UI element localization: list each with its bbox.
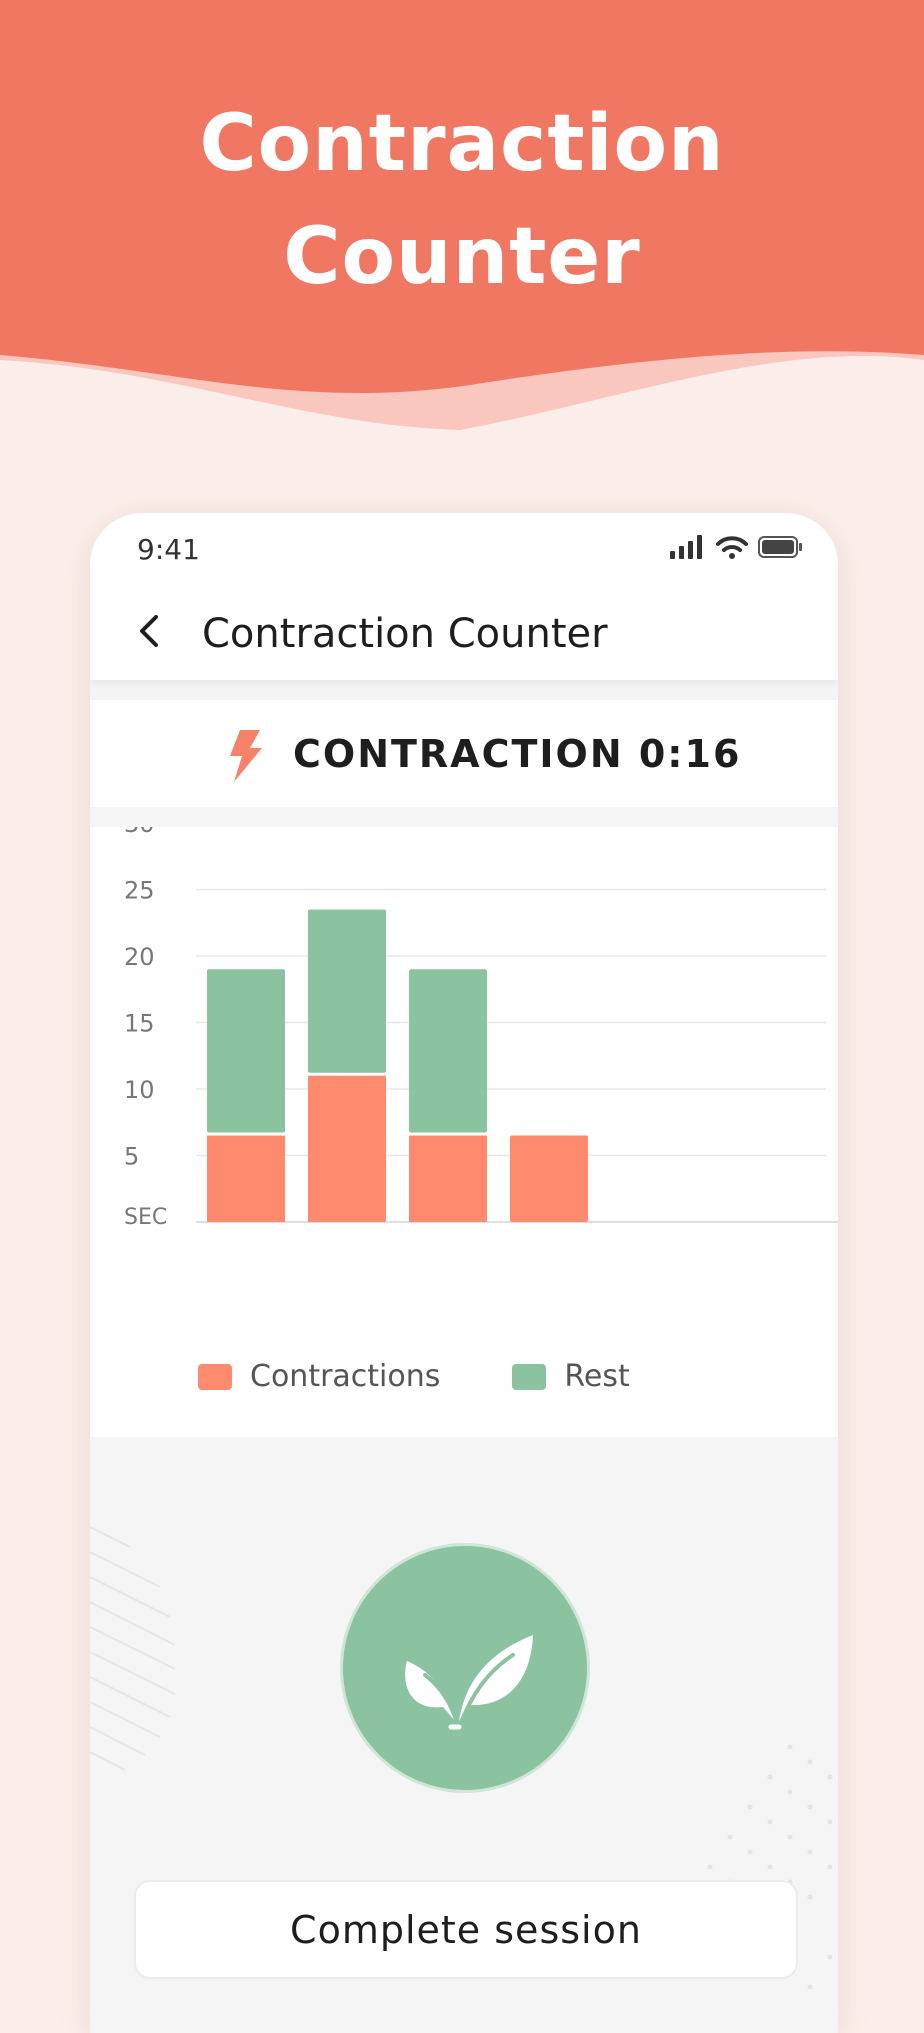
status-time: 9:41 bbox=[137, 533, 200, 566]
hero-title: Contraction Counter bbox=[0, 88, 924, 314]
bar-rest bbox=[308, 909, 386, 1073]
y-axis-label: SEC bbox=[124, 1205, 167, 1230]
wifi-icon bbox=[716, 536, 748, 559]
legend-swatch-rest bbox=[512, 1363, 547, 1390]
legend-swatch-contractions bbox=[198, 1363, 232, 1390]
complete-session-button[interactable]: Complete session bbox=[134, 1880, 798, 1979]
hero-banner: Contraction Counter bbox=[0, 0, 924, 460]
contraction-chart: 5 10 15 20 25 30 SEC bbox=[124, 827, 838, 1230]
status-icons bbox=[670, 535, 804, 559]
session-area bbox=[90, 1437, 838, 2033]
battery-icon bbox=[758, 536, 802, 558]
hero-title-line2: Counter bbox=[283, 212, 641, 302]
leaf-badge bbox=[340, 1543, 590, 1793]
chart-legend: Contractions Rest bbox=[198, 1359, 702, 1394]
bar-rest bbox=[207, 969, 285, 1133]
y-tick-label: 5 bbox=[124, 1143, 139, 1171]
bar-contractions bbox=[510, 1135, 588, 1222]
leaf-icon bbox=[405, 1635, 533, 1730]
signal-icon bbox=[670, 535, 702, 559]
contraction-timer: CONTRACTION 0:16 bbox=[293, 732, 742, 776]
chevron-left-icon[interactable] bbox=[128, 609, 172, 653]
page-title: Contraction Counter bbox=[202, 611, 608, 657]
decorative-pattern bbox=[90, 1526, 833, 1990]
phone-mockup: 9:41 Contraction Counter bbox=[90, 513, 838, 2033]
legend-label-rest: Rest bbox=[564, 1359, 630, 1394]
y-tick-label: 15 bbox=[124, 1010, 155, 1038]
hero-title-line1: Contraction bbox=[199, 99, 725, 189]
bar-contractions bbox=[207, 1135, 285, 1222]
y-tick-label: 25 bbox=[124, 877, 155, 905]
bar-contractions bbox=[409, 1135, 487, 1222]
legend-label-contractions: Contractions bbox=[250, 1359, 441, 1394]
y-tick-label: 20 bbox=[124, 943, 155, 971]
legend-item-contractions: Contractions bbox=[198, 1359, 440, 1394]
hero-wave-background bbox=[0, 0, 924, 460]
bar-rest bbox=[409, 969, 487, 1133]
legend-item-rest: Rest bbox=[512, 1359, 630, 1394]
status-bar: 9:41 bbox=[90, 513, 838, 583]
y-tick-label: 30 bbox=[124, 827, 155, 838]
lightning-icon bbox=[230, 730, 262, 782]
chart-card: 5 10 15 20 25 30 SEC Contractions Rest bbox=[90, 827, 838, 1437]
nav-bar: Contraction Counter bbox=[90, 583, 838, 680]
bar-contractions bbox=[308, 1075, 386, 1222]
timer-card: CONTRACTION 0:16 bbox=[90, 700, 838, 807]
y-tick-label: 10 bbox=[124, 1076, 155, 1104]
